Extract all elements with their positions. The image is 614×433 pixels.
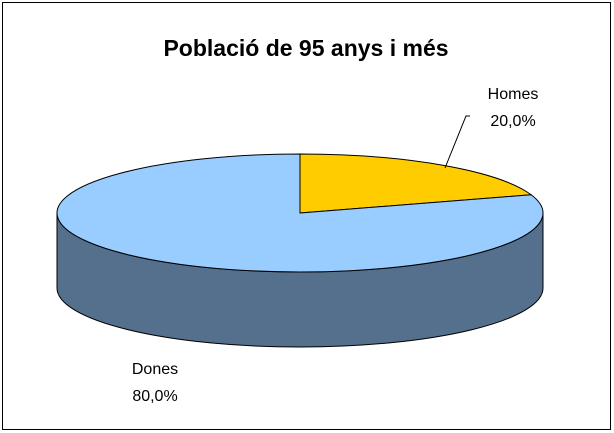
slice [299, 153, 533, 214]
slice-label: Homes [488, 86, 539, 103]
slice [56, 153, 544, 273]
chart-title: Població de 95 anys i més [163, 35, 448, 61]
leader-line [444, 115, 470, 169]
slice-label: Dones [132, 361, 178, 378]
value-label: 20,0% [490, 113, 535, 130]
value-label: 80,0% [132, 388, 177, 405]
